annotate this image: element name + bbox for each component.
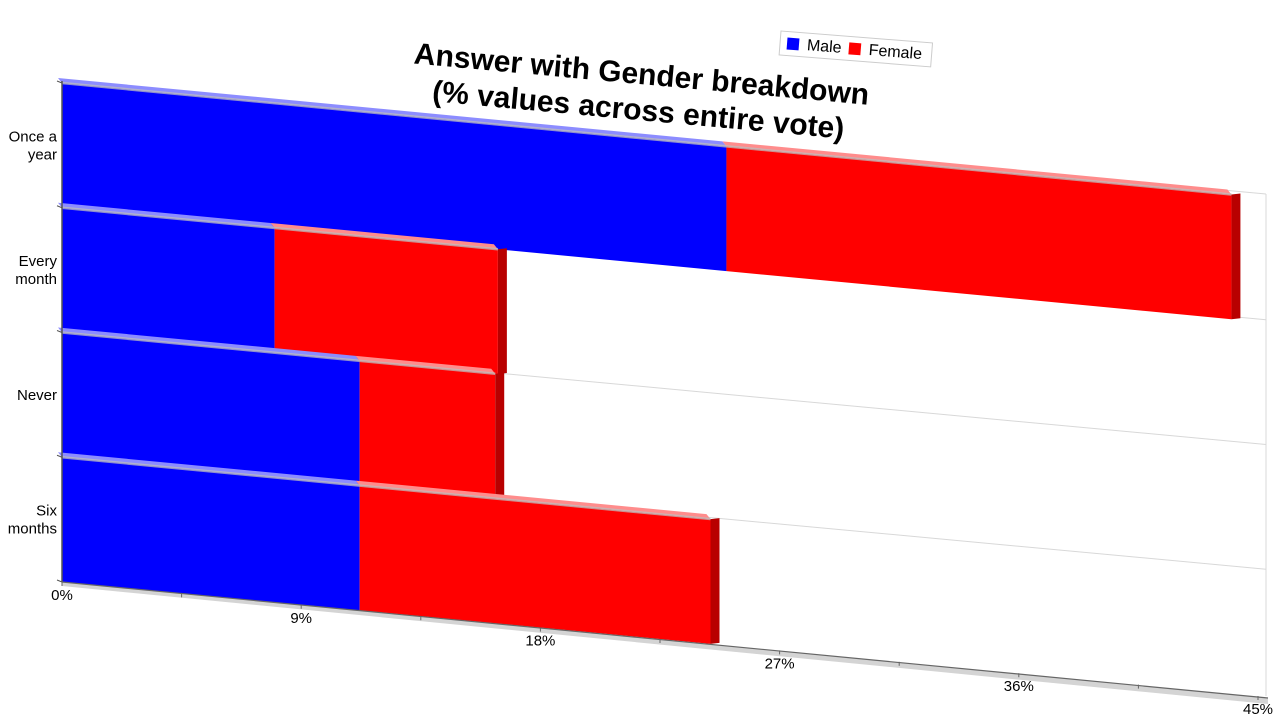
y-tick-mark [56, 579, 63, 583]
legend[interactable]: Male Female [778, 30, 934, 68]
x-tick-label: 18% [525, 633, 555, 650]
x-tick-label: 45% [1243, 701, 1273, 718]
x-tick-label: 36% [1004, 678, 1034, 695]
bar-top-edge [61, 81, 1232, 196]
y-tick-mark [56, 454, 63, 458]
y-tick-mark [56, 80, 63, 84]
legend-swatch-female [848, 42, 862, 56]
bar-end-face [710, 518, 720, 644]
floor [62, 582, 1268, 704]
category-label: Every month [15, 253, 57, 288]
bar-female-six-months[interactable] [359, 485, 711, 644]
x-axis-line [61, 581, 1269, 699]
bar-top-edge [61, 206, 498, 251]
category-label: Six months [8, 503, 58, 538]
bar-female-every-month[interactable] [274, 228, 498, 375]
plot-area: Once a year Every month Never Six months 0% 9% 18… [8, 78, 1273, 718]
legend-label-male: Male [806, 37, 842, 57]
bar-female-once-a-year[interactable] [726, 146, 1232, 320]
bar-male-never[interactable] [62, 332, 360, 486]
bar-male-every-month[interactable] [62, 207, 275, 353]
legend-label-female: Female [868, 42, 923, 63]
x-tick-label: 9% [290, 610, 312, 627]
legend-swatch-male [786, 37, 800, 51]
bar-top-edge [61, 331, 496, 376]
category-label: Once a year [9, 128, 58, 163]
y-tick-mark [56, 205, 63, 209]
bar-end-face [497, 248, 507, 375]
bar-male-six-months[interactable] [62, 457, 360, 611]
bar-female-never[interactable] [359, 360, 496, 499]
category-label: Never [17, 387, 57, 404]
bar-male-once-a-year[interactable] [62, 83, 727, 272]
bar-end-face [495, 372, 505, 499]
x-tick-label: 0% [51, 587, 73, 604]
x-tick-label: 27% [765, 655, 795, 672]
bar-end-face [1231, 193, 1241, 320]
y-tick-mark [56, 330, 63, 333]
bar-top-edge [61, 456, 711, 521]
